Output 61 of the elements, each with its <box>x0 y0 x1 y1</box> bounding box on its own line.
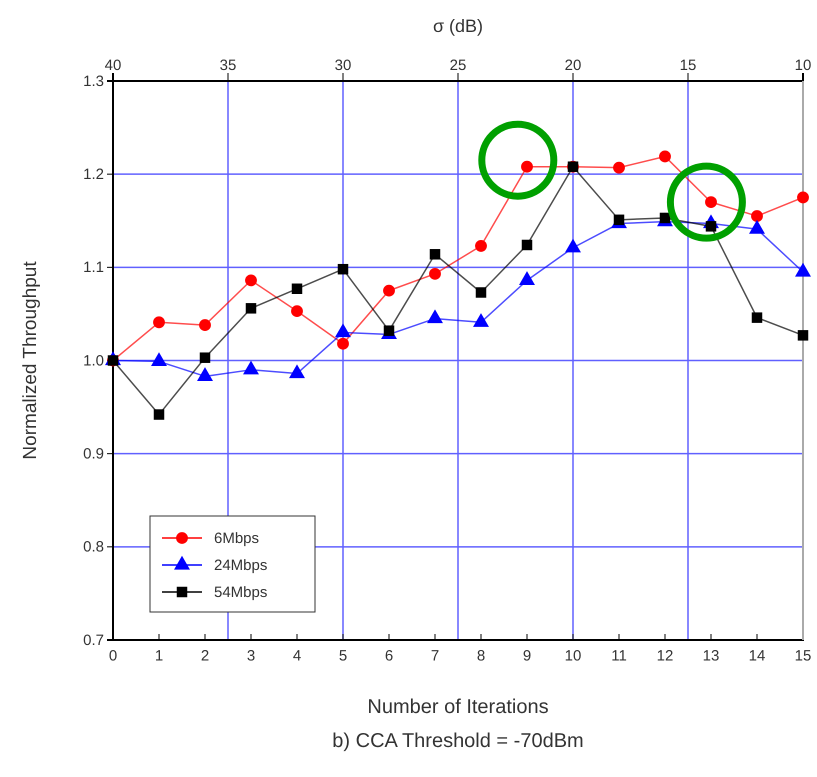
point <box>292 284 302 294</box>
x2-tick-label: 35 <box>220 57 236 74</box>
point <box>705 196 717 208</box>
x-tick-label: 5 <box>338 648 348 665</box>
point <box>752 312 762 323</box>
x-tick-label: 3 <box>246 648 256 665</box>
x2-tick-label: 25 <box>450 57 466 74</box>
text: b) CCA Threshold = -70dBm <box>332 730 584 752</box>
point <box>522 240 532 250</box>
x-tick-label: 7 <box>430 648 440 665</box>
point <box>475 240 487 252</box>
point <box>200 352 210 363</box>
y-tick-label: 0.8 <box>83 538 104 556</box>
point <box>291 305 303 318</box>
point <box>797 192 809 204</box>
x-tick-label: 15 <box>794 648 812 665</box>
point <box>246 303 256 314</box>
x-tick-label: 12 <box>656 648 674 665</box>
point <box>153 316 165 328</box>
point <box>245 274 257 286</box>
point <box>338 264 348 274</box>
point <box>751 210 763 222</box>
point <box>154 409 164 420</box>
y-tick-label: 0.7 <box>83 632 104 649</box>
point <box>798 330 808 341</box>
y-tick-label: 1.2 <box>83 166 104 183</box>
y-tick-label: 0.9 <box>83 445 104 462</box>
legend-label: 24Mbps <box>214 557 268 574</box>
x-tick-label: 14 <box>748 648 766 665</box>
x-tick-label: 4 <box>292 648 302 665</box>
x-tick-label: 1 <box>154 648 164 665</box>
x-tick-label: 9 <box>522 648 532 665</box>
point <box>199 319 211 331</box>
point <box>383 284 395 297</box>
legend-label: 6Mbps <box>214 530 260 547</box>
x-tick-label: 6 <box>384 648 394 665</box>
legend-label: 54Mbps <box>214 584 268 601</box>
x-tick-label: 10 <box>564 648 582 665</box>
x-tick-label: 8 <box>476 648 486 665</box>
x2-tick-label: 15 <box>680 57 696 74</box>
point <box>521 160 533 173</box>
point <box>613 162 625 174</box>
point <box>337 338 349 350</box>
x2-tick-label: 10 <box>794 57 812 74</box>
point <box>659 150 671 162</box>
x2-tick-label: 40 <box>104 57 122 74</box>
y-tick-label: 1.3 <box>83 72 104 90</box>
point <box>476 287 486 298</box>
x-tick-label: 2 <box>200 648 210 665</box>
point <box>430 249 440 260</box>
y-tick-label: 1.1 <box>83 259 104 276</box>
x-tick-label: 13 <box>702 648 720 665</box>
x2-axis-title: σ (dB) <box>432 16 484 36</box>
x-tick-label: 11 <box>611 648 627 665</box>
y-axis-title: Normalized Throughput <box>20 260 41 460</box>
y-tick-label: 1.0 <box>83 352 104 370</box>
x2-tick-label: 30 <box>334 57 352 74</box>
x-axis-title: Number of Iterations <box>367 696 549 718</box>
x2-tick-label: 20 <box>564 57 582 74</box>
point <box>429 268 441 280</box>
x-tick-label: 0 <box>108 648 118 665</box>
